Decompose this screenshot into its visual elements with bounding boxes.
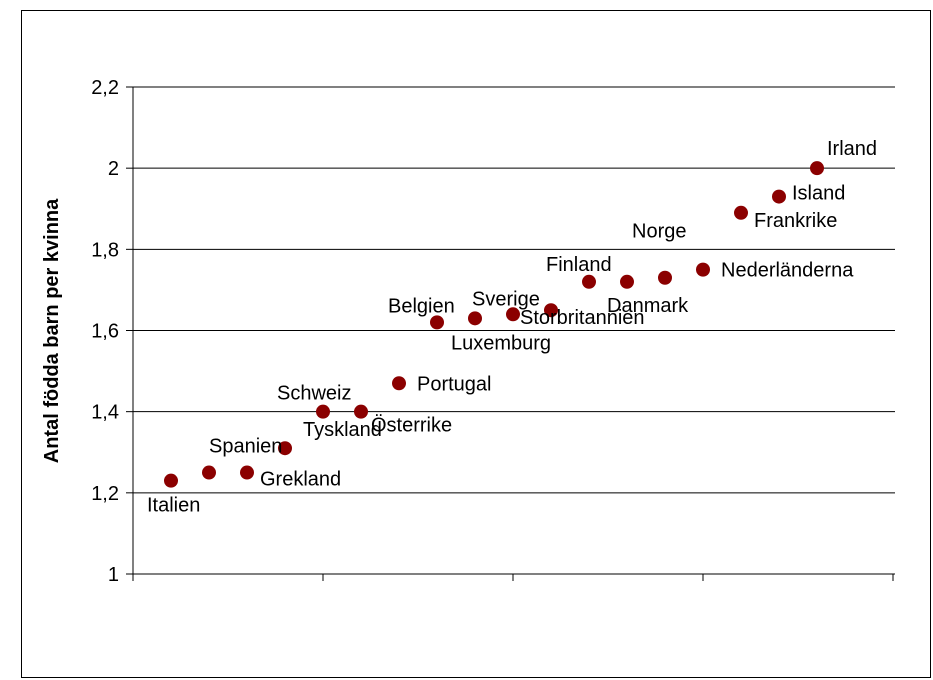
data-point <box>392 376 406 391</box>
point-label: Irland <box>827 138 877 160</box>
data-point <box>468 311 482 326</box>
point-label: Danmark <box>607 295 689 317</box>
y-tick-label: 1,6 <box>91 321 119 343</box>
point-label: Belgien <box>388 295 455 317</box>
data-point <box>164 473 178 488</box>
point-label: Luxemburg <box>451 332 551 354</box>
point-label: Nederländerna <box>721 260 854 282</box>
point-label: Sverige <box>472 288 540 310</box>
data-point <box>658 270 672 285</box>
point-label: Italien <box>147 495 200 517</box>
data-point <box>734 205 748 220</box>
data-point <box>430 315 444 330</box>
data-point <box>544 303 558 318</box>
y-tick-labels: 1 1,2 1,4 1,6 1,8 2 2,2 <box>91 77 119 586</box>
data-point <box>506 307 520 322</box>
data-point <box>316 404 330 419</box>
point-label: Island <box>792 183 845 205</box>
data-point <box>582 274 596 289</box>
point-label: Schweiz <box>277 383 351 405</box>
data-point <box>772 189 786 204</box>
point-label: Spanien <box>209 436 282 458</box>
point-label: Grekland <box>260 469 341 491</box>
point-label: Norge <box>632 221 686 243</box>
y-tick-label: 1,4 <box>91 402 119 424</box>
data-point <box>696 262 710 277</box>
y-tick-label: 1,8 <box>91 239 119 261</box>
point-label: Portugal <box>417 373 492 395</box>
data-point <box>620 274 634 289</box>
data-points <box>164 161 824 488</box>
point-labels: Italien Spanien Grekland Tyskland Schweiz Öst… <box>147 138 877 516</box>
point-label: Österrike <box>371 415 452 437</box>
y-tick-label: 2,2 <box>91 77 119 99</box>
y-tick-label: 1 <box>108 564 119 586</box>
data-point <box>354 404 368 419</box>
point-label: Frankrike <box>754 210 837 232</box>
gridlines <box>133 86 895 494</box>
y-tick-label: 2 <box>108 158 119 180</box>
data-point <box>810 161 824 176</box>
data-point <box>240 465 254 480</box>
y-axis-title: Antal födda barn per kvinna <box>41 198 63 463</box>
axes <box>126 86 895 581</box>
point-label: Finland <box>546 254 612 276</box>
data-point <box>202 465 216 480</box>
y-tick-label: 1,2 <box>91 483 119 505</box>
point-label: Tyskland <box>303 419 382 441</box>
point-label: Storbritannien <box>520 307 645 329</box>
chart-frame <box>21 10 931 678</box>
data-point <box>278 441 292 456</box>
